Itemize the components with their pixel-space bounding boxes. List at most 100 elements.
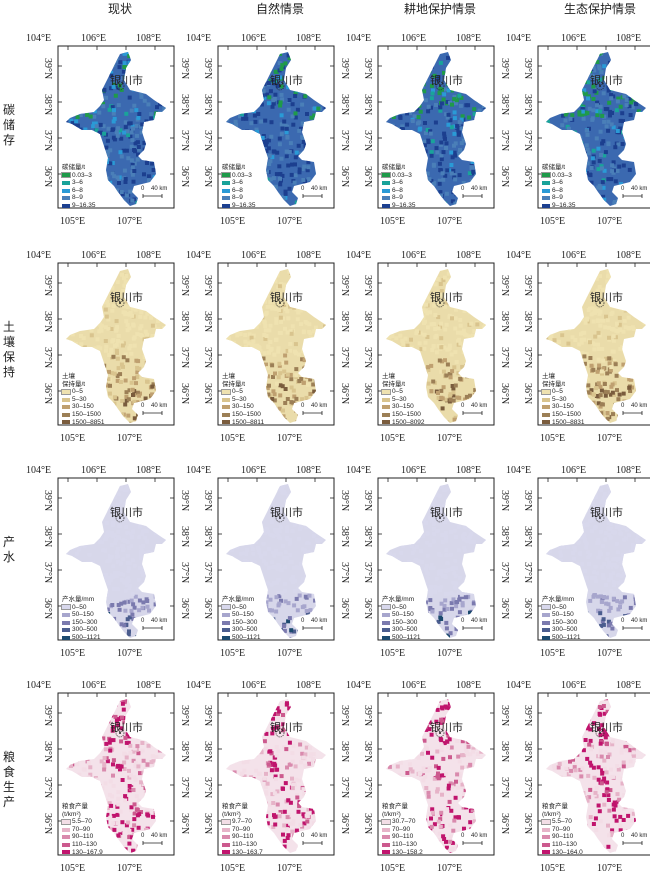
legend-label: 300–500 bbox=[392, 626, 417, 634]
legend-swatch bbox=[62, 628, 70, 632]
legend-item: 150–300 bbox=[222, 619, 260, 627]
scale-zero: 0 bbox=[301, 618, 304, 624]
legend-swatch bbox=[62, 196, 70, 200]
legend-item: 70–90 bbox=[62, 826, 103, 834]
legend-swatch bbox=[222, 820, 230, 824]
row-title: 产水 bbox=[2, 535, 16, 565]
legend-swatch bbox=[382, 850, 390, 854]
city-label: 银川市 bbox=[270, 72, 303, 88]
legend-label: 500–1121 bbox=[72, 634, 100, 642]
legend-swatch bbox=[62, 605, 70, 609]
legend-swatch bbox=[222, 636, 230, 640]
legend-title: (t/km²) bbox=[62, 811, 103, 819]
legend-title: 粮食产量 bbox=[62, 803, 103, 811]
legend-label: 110–130 bbox=[232, 841, 257, 849]
legend-item: 9–16.35 bbox=[222, 202, 256, 210]
legend-item: 6–8 bbox=[542, 187, 576, 195]
legend-label: 1500–8811 bbox=[232, 419, 264, 427]
legend-item: 500–1121 bbox=[542, 634, 580, 642]
legend-swatch bbox=[222, 835, 230, 839]
legend-title: 碳储量/t bbox=[62, 164, 96, 172]
legend-label: 0–5 bbox=[72, 388, 83, 396]
legend-label: 30–150 bbox=[392, 403, 414, 411]
legend-swatch bbox=[222, 413, 230, 417]
legend-title: 土壤 bbox=[62, 373, 105, 381]
legend-item: 9–16.35 bbox=[62, 202, 96, 210]
legend-item: 5–30 bbox=[222, 396, 264, 404]
legend-label: 0.03–3 bbox=[232, 172, 252, 180]
legend-swatch bbox=[62, 613, 70, 617]
legend-swatch bbox=[382, 405, 390, 409]
legend-item: 5–30 bbox=[62, 396, 105, 404]
legend-label: 300–500 bbox=[72, 626, 97, 634]
city-label: 银川市 bbox=[430, 289, 463, 305]
legend-swatch bbox=[542, 828, 550, 832]
legend-title: 土壤 bbox=[222, 373, 264, 381]
scale-zero: 0 bbox=[141, 403, 144, 409]
legend-label: 3–6 bbox=[552, 179, 563, 187]
legend-swatch bbox=[62, 420, 70, 424]
legend-item: 1500–8831 bbox=[542, 419, 585, 427]
legend-swatch bbox=[222, 189, 230, 193]
legend-swatch bbox=[62, 405, 70, 409]
city-label: 银川市 bbox=[270, 719, 303, 735]
legend-title: (t/km²) bbox=[542, 811, 583, 819]
legend-swatch bbox=[222, 621, 230, 625]
legend-label: 0–50 bbox=[232, 604, 246, 612]
legend-label: 30.7–70 bbox=[392, 818, 416, 826]
legend-item: 150–1500 bbox=[542, 411, 585, 419]
legend-item: 3–6 bbox=[222, 179, 256, 187]
legend-swatch bbox=[542, 413, 550, 417]
legend-swatch bbox=[542, 398, 550, 402]
legend-label: 50–150 bbox=[72, 611, 94, 619]
legend-swatch bbox=[382, 398, 390, 402]
scale-distance: 40 km bbox=[151, 403, 167, 409]
legend-label: 110–130 bbox=[72, 841, 97, 849]
legend-item: 8–9 bbox=[382, 194, 416, 202]
legend-item: 9–16.35 bbox=[382, 202, 416, 210]
legend-item: 6–8 bbox=[62, 187, 96, 195]
legend-title: 产水量/mm bbox=[542, 596, 580, 604]
city-label: 银川市 bbox=[590, 72, 623, 88]
legend-swatch bbox=[222, 390, 230, 394]
legend-swatch bbox=[222, 405, 230, 409]
legend-item: 9–16.35 bbox=[542, 202, 576, 210]
legend-swatch bbox=[542, 605, 550, 609]
legend-swatch bbox=[222, 196, 230, 200]
legend-swatch bbox=[382, 413, 390, 417]
legend-item: 70–90 bbox=[542, 826, 583, 834]
legend-swatch bbox=[62, 189, 70, 193]
legend-swatch bbox=[62, 636, 70, 640]
legend-title: 保持量/t bbox=[542, 381, 585, 389]
legend-label: 9–16.35 bbox=[232, 202, 256, 210]
legend-title: 产水量/mm bbox=[382, 596, 420, 604]
legend-label: 5–30 bbox=[552, 396, 566, 404]
legend-label: 9–16.35 bbox=[72, 202, 96, 210]
legend-label: 6–8 bbox=[392, 187, 403, 195]
legend-title: 碳储量/t bbox=[222, 164, 256, 172]
legend-item: 0–5 bbox=[222, 388, 264, 396]
legend-label: 90–110 bbox=[232, 833, 253, 841]
legend-item: 0–5 bbox=[542, 388, 585, 396]
legend-item: 130–164.0 bbox=[542, 849, 583, 857]
legend-item: 130–167.9 bbox=[62, 849, 103, 857]
scale-zero: 0 bbox=[621, 403, 624, 409]
legend-title: 保持量/t bbox=[382, 381, 425, 389]
legend-swatch bbox=[62, 181, 70, 185]
legend-label: 3–6 bbox=[392, 179, 403, 187]
legend-item: 0–5 bbox=[382, 388, 425, 396]
legend-label: 110–130 bbox=[552, 841, 577, 849]
legend-title: (t/km²) bbox=[382, 811, 423, 819]
legend-label: 500–1121 bbox=[392, 634, 420, 642]
scale-distance: 40 km bbox=[631, 618, 647, 624]
legend-swatch bbox=[542, 843, 550, 847]
legend-swatch bbox=[382, 820, 390, 824]
legend-label: 150–300 bbox=[232, 619, 257, 627]
legend-label: 50–150 bbox=[392, 611, 414, 619]
